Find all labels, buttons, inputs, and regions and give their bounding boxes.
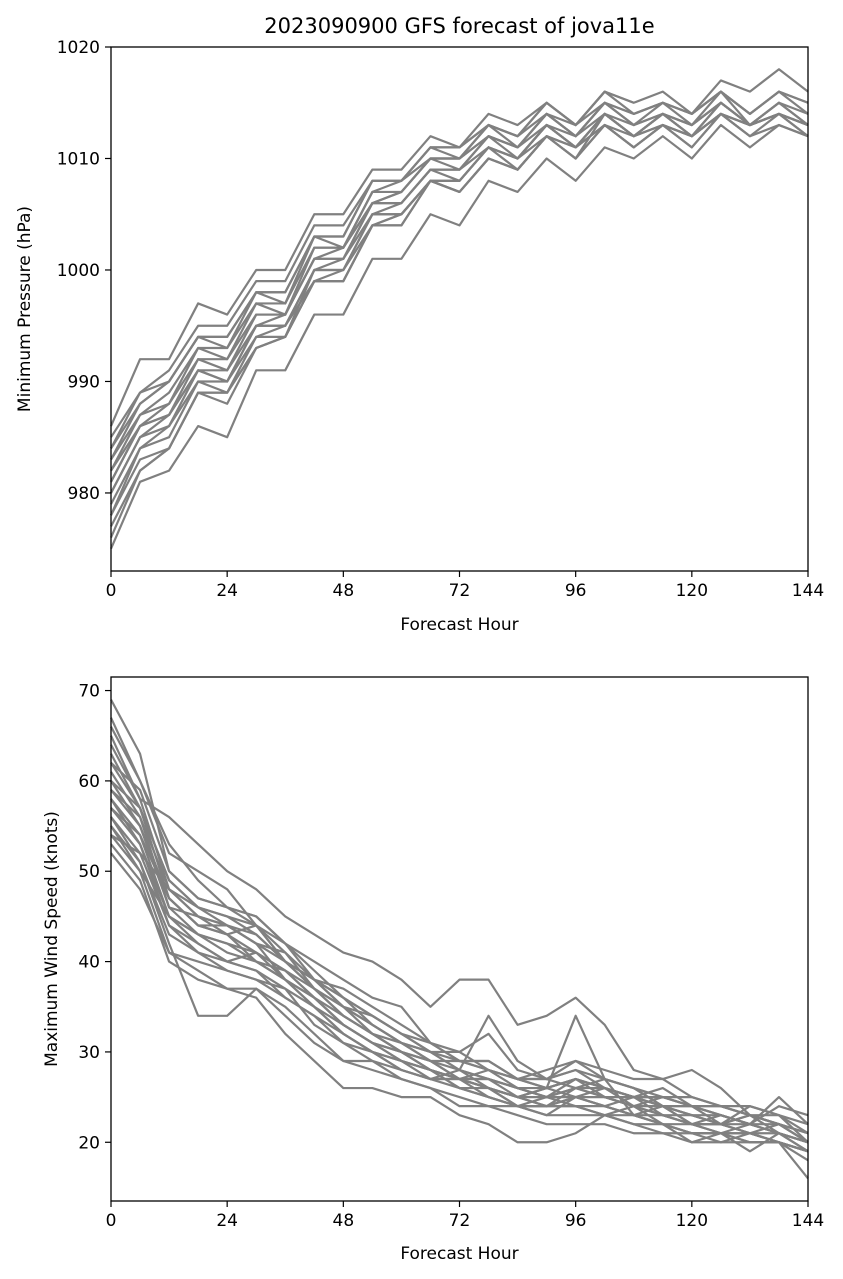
wind-series-line-22 — [110, 825, 809, 1126]
pressure-y-axis-label: Minimum Pressure (hPa) — [15, 206, 35, 412]
pressure-x-tick-label: 96 — [565, 581, 587, 601]
pressure-y-tick-label: 990 — [68, 372, 100, 392]
wind-series-line-4 — [110, 735, 809, 1144]
wind-x-tick-label: 48 — [333, 1211, 355, 1231]
wind-x-tick-label: 144 — [792, 1211, 824, 1231]
pressure-x-tick-label: 144 — [792, 581, 824, 601]
wind-series-line-25 — [110, 834, 809, 1135]
wind-y-tick-label: 20 — [78, 1133, 100, 1153]
wind-x-ticks: 0 24 48 72 96 120 144 — [106, 1201, 824, 1231]
pressure-x-tick-label: 120 — [676, 581, 708, 601]
wind-series-layer — [110, 699, 809, 1180]
wind-chart-panel: 0 24 48 72 96 120 144 20 30 40 50 60 70 Forecast Ho… — [42, 676, 824, 1264]
wind-y-tick-label: 70 — [78, 682, 100, 702]
pressure-series-line-14 — [110, 101, 809, 527]
pressure-x-ticks: 0 24 48 72 96 120 144 — [106, 571, 824, 601]
pressure-y-tick-label: 1000 — [57, 261, 100, 281]
pressure-series-line-17 — [110, 90, 635, 449]
wind-y-tick-label: 50 — [78, 862, 100, 882]
wind-x-tick-label: 120 — [676, 1211, 708, 1231]
pressure-x-axis-label: Forecast Hour — [400, 615, 518, 635]
wind-x-tick-label: 0 — [106, 1211, 117, 1231]
wind-series-line-17 — [110, 843, 809, 1153]
wind-y-axis-label: Maximum Wind Speed (knots) — [42, 811, 62, 1067]
wind-y-ticks: 20 30 40 50 60 70 — [78, 682, 111, 1153]
wind-x-tick-label: 96 — [565, 1211, 587, 1231]
pressure-series-line-18 — [110, 90, 809, 483]
wind-x-tick-label: 24 — [216, 1211, 238, 1231]
wind-x-axis-label: Forecast Hour — [400, 1244, 518, 1264]
pressure-series-layer — [109, 68, 809, 550]
wind-y-tick-label: 30 — [78, 1043, 100, 1063]
wind-x-tick-label: 72 — [449, 1211, 471, 1231]
pressure-y-tick-label: 1010 — [57, 149, 100, 169]
pressure-series-line-16 — [109, 123, 809, 550]
pressure-y-ticks: 980 990 1000 1010 1020 — [57, 38, 111, 504]
pressure-x-tick-label: 24 — [216, 581, 238, 601]
wind-y-tick-label: 60 — [78, 772, 100, 792]
figure-title: 2023090900 GFS forecast of jova11e — [264, 14, 654, 38]
wind-y-tick-label: 40 — [78, 953, 100, 973]
pressure-chart-panel: 0 24 48 72 96 120 144 980 990 1000 1010 1020 Forec… — [15, 38, 824, 635]
pressure-x-tick-label: 0 — [106, 581, 117, 601]
pressure-y-tick-label: 1020 — [57, 38, 100, 58]
pressure-x-tick-label: 72 — [449, 581, 471, 601]
pressure-series-line-15 — [109, 101, 722, 538]
pressure-y-tick-label: 980 — [68, 484, 100, 504]
pressure-x-tick-label: 48 — [333, 581, 355, 601]
